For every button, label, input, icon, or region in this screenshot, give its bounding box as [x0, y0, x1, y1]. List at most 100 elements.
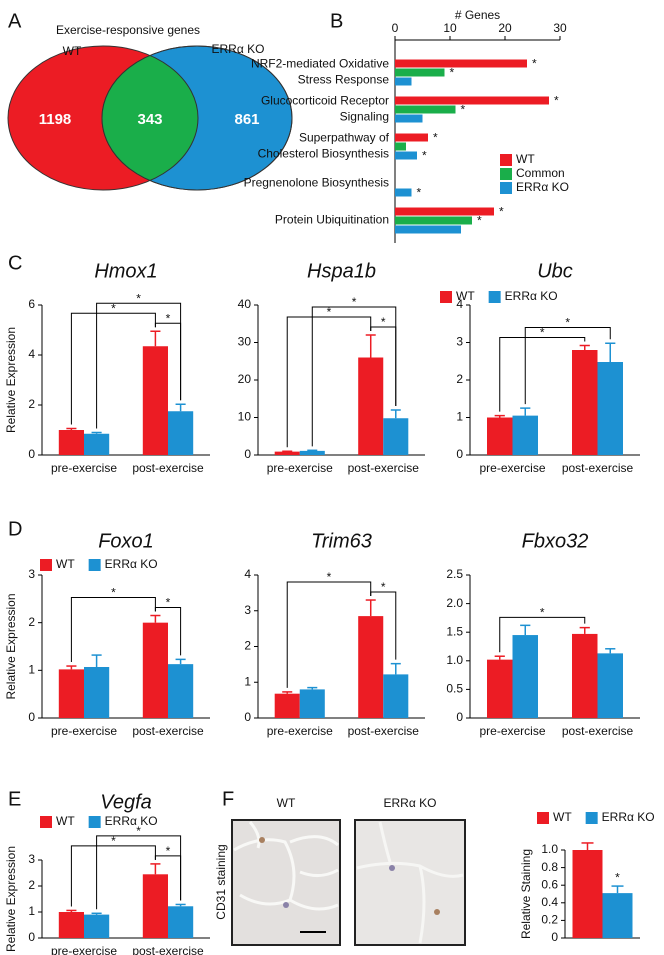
legend-swatch — [500, 182, 512, 194]
stain-spot — [434, 909, 440, 915]
bar — [395, 105, 456, 114]
y-tick-label: 4 — [456, 297, 463, 311]
x-tick-label: post-exercise — [562, 724, 634, 738]
y-tick-label: 0.4 — [541, 895, 558, 909]
significance-bracket — [499, 337, 586, 412]
significance-marker: * — [166, 844, 171, 858]
panel-letter: E — [8, 788, 21, 810]
y-tick-label: 10 — [238, 410, 252, 424]
bar — [395, 59, 527, 68]
y-axis-label: Relative Expression — [4, 846, 18, 952]
significance-marker: * — [136, 291, 141, 305]
bar — [602, 893, 633, 938]
bar — [487, 417, 513, 455]
bar — [512, 415, 538, 455]
y-tick-label: 1 — [244, 674, 251, 688]
category-label: Stress Response — [298, 73, 390, 87]
significance-bracket — [70, 312, 156, 425]
y-tick-label: 2 — [456, 372, 463, 386]
bar — [395, 114, 423, 123]
legend-swatch — [500, 154, 512, 166]
cell-outline — [233, 821, 339, 911]
bar — [395, 225, 461, 234]
significance-marker: * — [554, 94, 559, 108]
set-label: WT — [63, 44, 82, 58]
y-tick-label: 3 — [28, 567, 35, 581]
image-axis-label: CD31 staining — [214, 844, 228, 919]
bar — [358, 357, 384, 455]
bar — [274, 693, 300, 718]
bar — [395, 142, 406, 151]
significance-bracket — [96, 835, 182, 910]
set-outline — [101, 45, 293, 191]
significance-marker: * — [136, 824, 141, 838]
bar — [142, 346, 168, 455]
x-tick-label: pre-exercise — [267, 461, 333, 475]
bar — [142, 622, 168, 718]
significance-bracket — [286, 581, 372, 688]
y-tick-label: 2 — [28, 615, 35, 629]
panel-letter: F — [222, 788, 234, 810]
chart-title: Exercise-responsive genes — [56, 23, 200, 37]
chart-title: Foxo1 — [98, 530, 154, 552]
category-label: Glucocorticoid Receptor — [261, 94, 389, 108]
legend-swatch — [585, 812, 598, 824]
legend-swatch — [40, 816, 52, 828]
y-tick-label: 3 — [456, 335, 463, 349]
bar — [58, 430, 84, 455]
significance-bracket — [311, 306, 397, 447]
bar — [274, 451, 300, 455]
significance-bracket — [70, 597, 156, 663]
stain-spot — [389, 865, 395, 871]
bar — [572, 633, 598, 718]
legend-label: ERRα KO — [105, 814, 158, 828]
bar — [142, 874, 168, 938]
legend-label: ERRα KO — [516, 180, 569, 194]
x-tick-label: pre-exercise — [51, 724, 117, 738]
legend-label: ERRα KO — [505, 289, 558, 303]
bar — [383, 674, 409, 718]
y-tick-label: 2.0 — [446, 596, 463, 610]
chart-title: Hspa1b — [307, 260, 376, 282]
y-axis-label: Relative Expression — [4, 593, 18, 699]
y-tick-label: 6 — [28, 297, 35, 311]
bar — [168, 411, 194, 455]
legend-label: WT — [56, 557, 75, 571]
region-count: 861 — [234, 111, 259, 128]
significance-marker: * — [327, 305, 332, 319]
micrograph — [354, 819, 466, 946]
legend-label: ERRα KO — [602, 810, 655, 824]
y-tick-label: 0 — [28, 710, 35, 724]
micrographs: WT ERRα KO CD31 staining — [214, 796, 466, 946]
x-tick-label: pre-exercise — [267, 724, 333, 738]
y-tick-label: 0.5 — [446, 682, 463, 696]
bar — [395, 151, 417, 160]
category-label: Pregnenolone Biosynthesis — [244, 176, 389, 190]
panel-letter: B — [330, 10, 343, 32]
overlap-region — [102, 46, 199, 190]
legend-swatch — [500, 168, 512, 180]
significance-marker: * — [532, 57, 537, 71]
bar — [395, 216, 472, 225]
legend-swatch — [88, 559, 101, 571]
bar — [299, 450, 325, 455]
y-tick-label: 4 — [244, 567, 251, 581]
bar — [572, 350, 598, 455]
legend-swatch — [537, 812, 549, 824]
bar — [395, 207, 494, 216]
image-label: ERRα KO — [384, 796, 437, 810]
bar — [84, 666, 110, 718]
significance-bracket — [524, 327, 611, 405]
bar — [84, 433, 110, 455]
y-tick-label: 2 — [244, 639, 251, 653]
panel-letter: D — [8, 518, 22, 540]
chart-title: Trim63 — [311, 530, 372, 552]
x-tick-label: 0 — [392, 21, 399, 35]
significance-marker: * — [615, 870, 620, 884]
y-tick-label: 0.6 — [541, 877, 558, 891]
bar — [597, 653, 623, 718]
significance-bracket — [96, 302, 182, 429]
set-label: ERRα KO — [212, 42, 265, 56]
bar — [395, 77, 412, 86]
